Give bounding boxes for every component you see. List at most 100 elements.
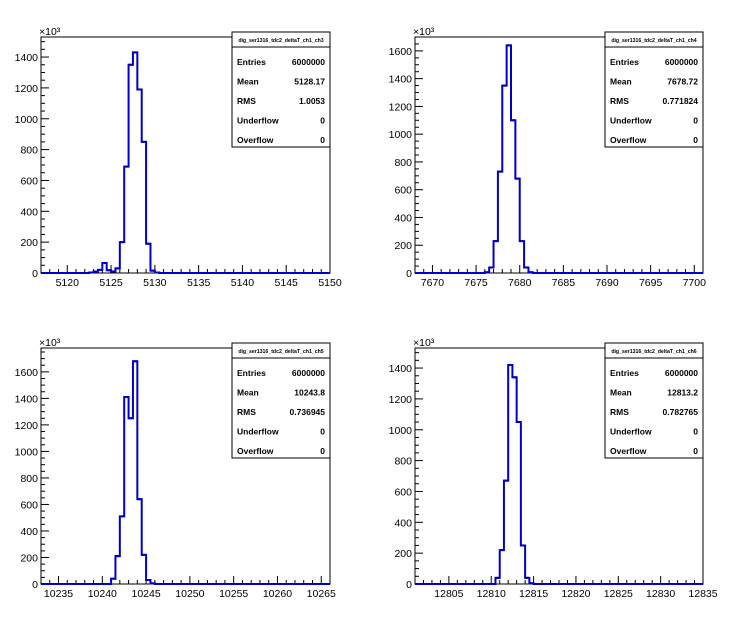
y-exponent-label: ×10³ [39,337,61,349]
x-tick-label: 7675 [464,277,488,289]
x-tick-label: 12820 [561,588,590,600]
x-tick-label: 12810 [477,588,506,600]
stats-label: Overflow [237,446,274,456]
y-tick-label: 1000 [15,446,39,458]
y-tick-label: 1200 [15,83,39,95]
stats-value: 7678.72 [667,77,698,87]
y-tick-label: 400 [394,517,412,529]
x-tick-label: 7685 [552,277,576,289]
x-tick-label: 5120 [56,277,80,289]
stats-value: 0 [320,427,325,437]
stats-box-frame [604,31,704,148]
stats-value: 0 [320,135,325,145]
x-tick-label: 7670 [421,277,445,289]
y-tick-label: 1200 [389,101,413,113]
y-tick-label: 600 [394,185,412,197]
histogram-panel-3: 10235 10240 10245 10250 10255 10260 10265 0 200 4… [15,337,336,600]
stats-box-frame [231,342,331,459]
stats-label: Underflow [237,427,279,437]
stats-label: RMS [237,407,256,417]
y-tick-label: 1600 [389,46,413,58]
stats-value: 1.0053 [299,96,325,106]
stats-box: dig_ser1316_tdc2_deltaT_ch1_ch4 Entries 60… [604,31,704,148]
histogram-panel-1: 5120 5125 5130 5135 5140 5145 5150 0 200 400 600 80… [15,26,342,289]
stats-label: Overflow [610,135,647,145]
x-tick-label: 10255 [219,588,248,600]
stats-value: 6000000 [665,57,698,67]
stats-value: 6000000 [665,368,698,378]
y-exponent-label: ×10³ [413,26,435,38]
x-tick-label: 7700 [683,277,707,289]
x-tick-label: 5135 [187,277,211,289]
x-tick-label: 10250 [175,588,204,600]
y-tick-label: 0 [406,579,412,591]
stats-value: 0 [693,135,698,145]
x-tick-label: 10245 [131,588,160,600]
stats-title: dig_ser1316_tdc2_deltaT_ch1_ch4 [611,38,696,44]
y-tick-label: 1400 [389,363,413,375]
stats-label: Mean [610,388,632,398]
stats-label: RMS [610,96,629,106]
y-tick-label: 1200 [15,420,39,432]
y-tick-label: 400 [20,206,38,218]
y-tick-label: 1400 [15,52,39,64]
x-tick-label: 10240 [88,588,117,600]
x-tick-label: 12825 [604,588,633,600]
stats-title: dig_ser1316_tdc2_deltaT_ch1_ch3 [238,38,323,44]
stats-label: Entries [237,57,266,67]
y-tick-label: 1000 [15,114,39,126]
stats-value: 12813.2 [667,388,698,398]
y-tick-label: 800 [394,456,412,468]
stats-value: 6000000 [292,57,325,67]
y-tick-label: 200 [20,237,38,249]
x-tick-label: 12805 [434,588,463,600]
histogram-panel-4: 12805 12810 12815 12820 12825 12830 12835 0 200 4… [389,337,718,600]
y-tick-label: 1400 [389,74,413,86]
stats-label: Overflow [610,446,647,456]
stats-value: 10243.8 [294,388,325,398]
y-tick-label: 800 [20,145,38,157]
stats-value: 0.771824 [663,96,699,106]
x-tick-label: 5130 [143,277,167,289]
y-tick-label: 1000 [389,129,413,141]
x-tick-label: 10260 [263,588,292,600]
stats-box-frame [604,342,704,459]
stats-label: Entries [610,57,639,67]
y-tick-label: 600 [20,499,38,511]
x-tick-label: 12830 [646,588,675,600]
stats-value: 0.736945 [290,407,326,417]
y-tick-label: 200 [394,240,412,252]
stats-label: RMS [237,96,256,106]
stats-value: 0 [320,116,325,126]
stats-title: dig_ser1316_tdc2_deltaT_ch1_ch6 [611,349,696,355]
stats-value: 0 [693,116,698,126]
y-tick-label: 800 [394,157,412,169]
x-tick-label: 7690 [595,277,619,289]
histogram-series [41,51,330,274]
stats-box: dig_ser1316_tdc2_deltaT_ch1_ch5 Entries 60… [231,342,331,459]
x-tick-label: 7695 [639,277,663,289]
y-tick-label: 0 [32,268,38,280]
stats-label: Entries [610,368,639,378]
stats-label: Underflow [237,116,279,126]
stats-value: 6000000 [292,368,325,378]
x-tick-label: 7680 [508,277,532,289]
y-tick-label: 200 [20,552,38,564]
stats-label: Overflow [237,135,274,145]
stats-label: Mean [610,77,632,87]
y-exponent-label: ×10³ [39,26,61,38]
y-tick-label: 400 [20,526,38,538]
x-tick-label: 5145 [275,277,299,289]
stats-label: Mean [237,77,259,87]
x-tick-label: 5125 [99,277,123,289]
stats-value: 0 [693,427,698,437]
y-tick-label: 0 [32,579,38,591]
stats-value: 5128.17 [294,77,325,87]
stats-title: dig_ser1316_tdc2_deltaT_ch1_ch5 [238,349,323,355]
stats-value: 0 [693,446,698,456]
stats-label: Entries [237,368,266,378]
y-exponent-label: ×10³ [413,337,435,349]
x-tick-label: 10265 [307,588,336,600]
stats-label: Mean [237,388,259,398]
